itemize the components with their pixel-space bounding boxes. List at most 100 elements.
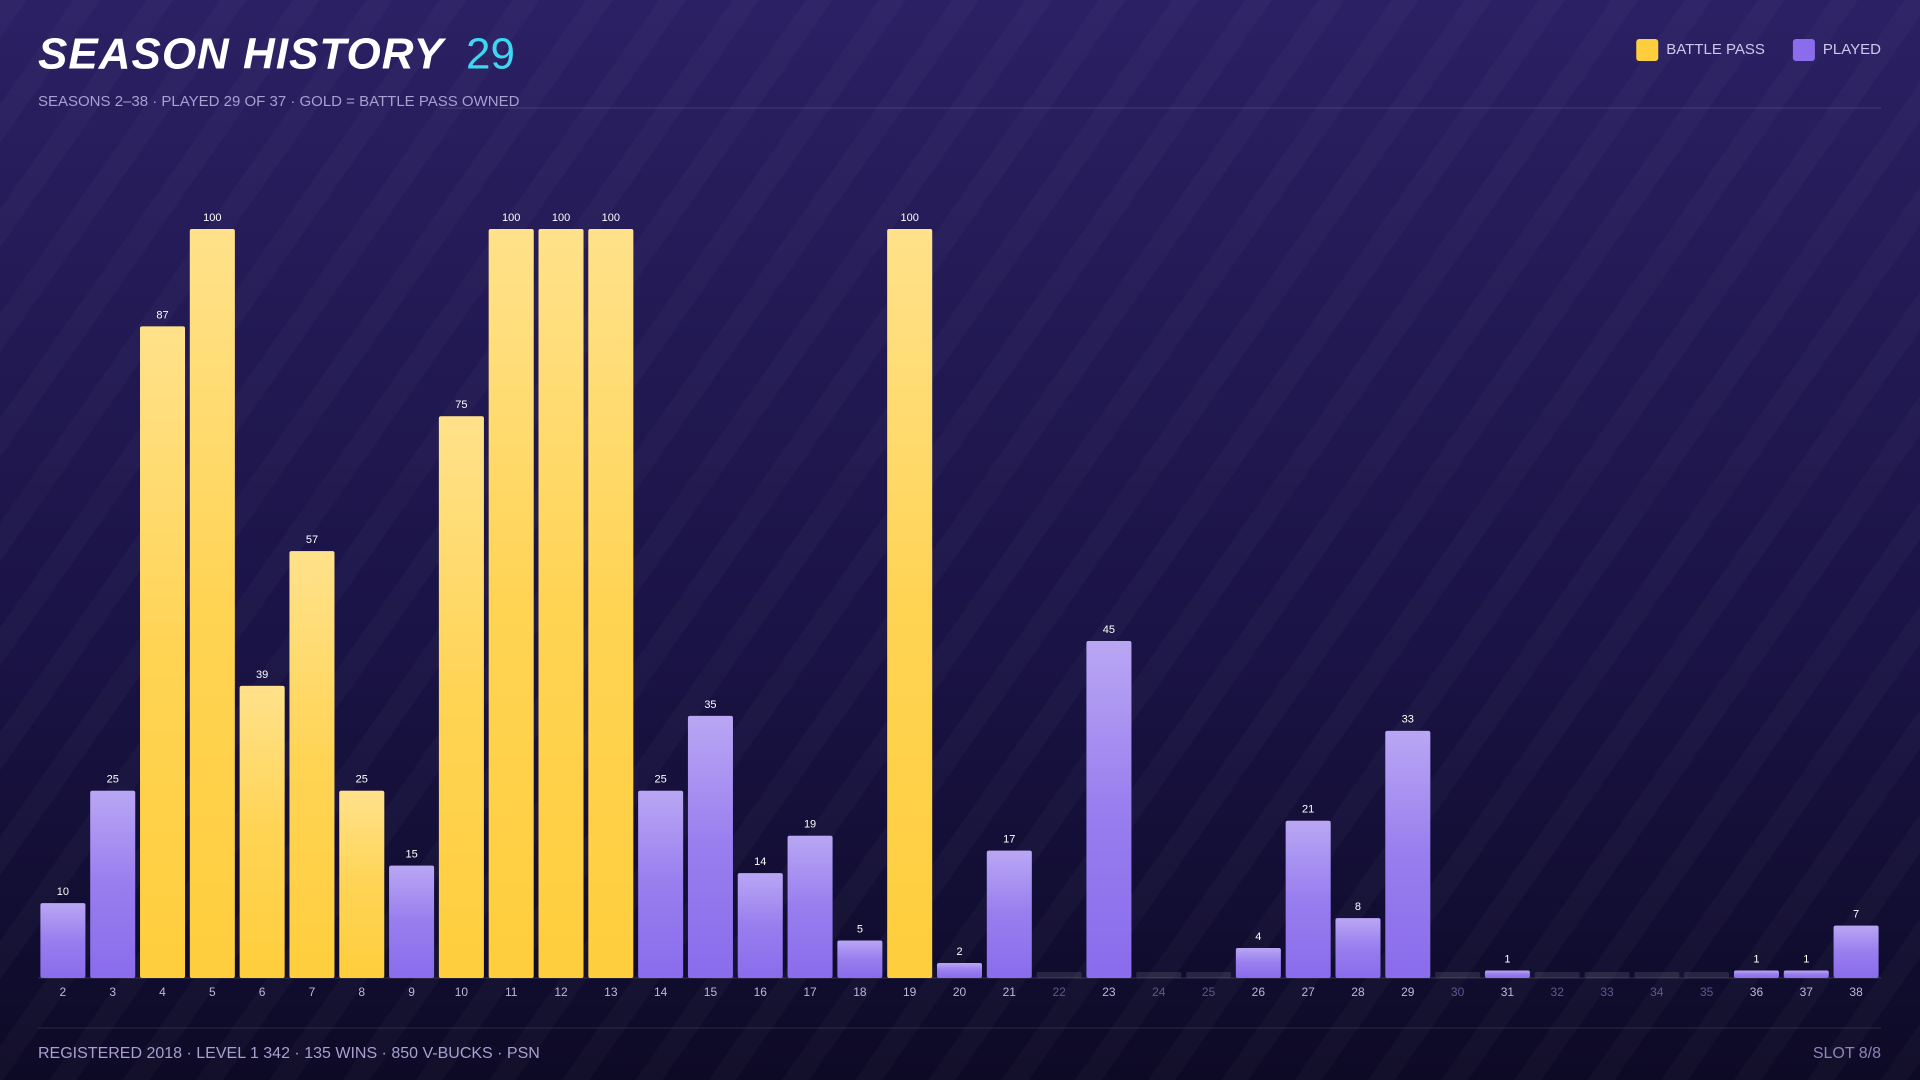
x-tick-label: 25 xyxy=(1202,985,1216,999)
x-tick-label: 28 xyxy=(1351,985,1365,999)
value-label: 10 xyxy=(57,886,69,898)
bar-sheen xyxy=(289,551,335,978)
x-tick-label: 21 xyxy=(1003,985,1017,999)
value-label: 1 xyxy=(1753,953,1759,965)
x-tick-label: 29 xyxy=(1401,985,1415,999)
x-tick-label: 19 xyxy=(903,985,917,999)
x-tick-label: 12 xyxy=(554,985,568,999)
x-tick-label: 27 xyxy=(1301,985,1315,999)
value-label: 100 xyxy=(602,212,620,224)
bar-sheen xyxy=(887,229,933,978)
x-tick-label: 16 xyxy=(754,985,768,999)
x-tick-label: 37 xyxy=(1800,985,1814,999)
bar-sheen xyxy=(638,790,684,978)
x-tick-label: 34 xyxy=(1650,985,1664,999)
empty-slot xyxy=(1435,972,1481,978)
value-label: 45 xyxy=(1103,624,1115,636)
x-tick-label: 5 xyxy=(209,985,216,999)
x-tick-label: 7 xyxy=(309,985,316,999)
bar-sheen xyxy=(1335,918,1381,978)
x-tick-label: 36 xyxy=(1750,985,1764,999)
value-label: 8 xyxy=(1355,901,1361,913)
bar-sheen xyxy=(687,715,733,978)
x-tick-label: 4 xyxy=(159,985,166,999)
x-tick-label: 14 xyxy=(654,985,668,999)
value-label: 25 xyxy=(356,774,368,786)
value-label: 2 xyxy=(956,946,962,958)
bar-sheen xyxy=(239,685,285,978)
value-label: 39 xyxy=(256,669,268,681)
x-tick-label: 2 xyxy=(60,985,67,999)
bar-sheen xyxy=(339,790,385,978)
footer: REGISTERED 2018 · LEVEL 1 342 · 135 WINS… xyxy=(38,1045,540,1062)
empty-slot xyxy=(1634,972,1680,978)
bar-sheen xyxy=(189,229,235,978)
value-label: 100 xyxy=(502,212,520,224)
bar-sheen xyxy=(90,790,136,978)
x-tick-label: 35 xyxy=(1700,985,1714,999)
bar-sheen xyxy=(787,835,833,978)
value-label: 14 xyxy=(754,856,766,868)
x-tick-label: 10 xyxy=(455,985,469,999)
x-tick-label: 17 xyxy=(803,985,817,999)
empty-slot xyxy=(1186,972,1232,978)
bar-sheen xyxy=(40,903,86,978)
x-tick-label: 26 xyxy=(1252,985,1266,999)
slot-label: SLOT 8/8 xyxy=(1813,1045,1881,1062)
bar-sheen xyxy=(1484,970,1530,978)
value-label: 1 xyxy=(1504,953,1510,965)
value-label: 19 xyxy=(804,819,816,831)
x-tick-label: 22 xyxy=(1052,985,1066,999)
bar-sheen xyxy=(1833,925,1879,978)
bar-sheen xyxy=(389,865,435,978)
bar-sheen xyxy=(538,229,584,978)
x-tick-label: 6 xyxy=(259,985,266,999)
bar-sheen xyxy=(488,229,534,978)
x-tick-label: 31 xyxy=(1501,985,1515,999)
value-label: 17 xyxy=(1003,834,1015,846)
empty-slot xyxy=(1684,972,1730,978)
bar-sheen xyxy=(140,326,186,978)
x-tick-label: 33 xyxy=(1600,985,1614,999)
bar-sheen xyxy=(1285,820,1331,978)
value-label: 100 xyxy=(552,212,570,224)
value-label: 100 xyxy=(901,212,919,224)
x-tick-label: 15 xyxy=(704,985,718,999)
legend-label: BATTLE PASS xyxy=(1666,41,1765,58)
value-label: 57 xyxy=(306,534,318,546)
x-tick-label: 20 xyxy=(953,985,967,999)
x-tick-label: 23 xyxy=(1102,985,1116,999)
x-tick-label: 9 xyxy=(408,985,415,999)
bar-sheen xyxy=(1733,970,1779,978)
x-tick-label: 13 xyxy=(604,985,618,999)
value-label: 5 xyxy=(857,923,863,935)
x-tick-label: 18 xyxy=(853,985,867,999)
legend-swatch xyxy=(1792,39,1815,61)
value-label: 15 xyxy=(405,849,417,861)
value-label: 25 xyxy=(107,774,119,786)
bar-sheen xyxy=(937,963,982,978)
value-label: 7 xyxy=(1853,908,1859,920)
x-tick-label: 8 xyxy=(358,985,365,999)
x-tick-label: 24 xyxy=(1152,985,1166,999)
legend-swatch xyxy=(1636,39,1659,61)
bar-sheen xyxy=(986,850,1032,978)
x-tick-label: 3 xyxy=(109,985,116,999)
bar-sheen xyxy=(438,416,484,978)
bar-sheen xyxy=(588,229,634,978)
value-label: 100 xyxy=(203,212,221,224)
empty-slot xyxy=(1136,972,1182,978)
value-label: 87 xyxy=(156,309,168,321)
empty-slot xyxy=(1534,972,1580,978)
bar-sheen xyxy=(737,873,783,978)
title-count: 29 xyxy=(466,30,515,79)
value-label: 1 xyxy=(1803,953,1809,965)
bar-sheen xyxy=(1086,640,1132,978)
value-label: 75 xyxy=(455,399,467,411)
empty-slot xyxy=(1584,972,1630,978)
value-label: 25 xyxy=(655,774,667,786)
bar-sheen xyxy=(1235,948,1281,978)
x-tick-label: 11 xyxy=(505,985,518,999)
